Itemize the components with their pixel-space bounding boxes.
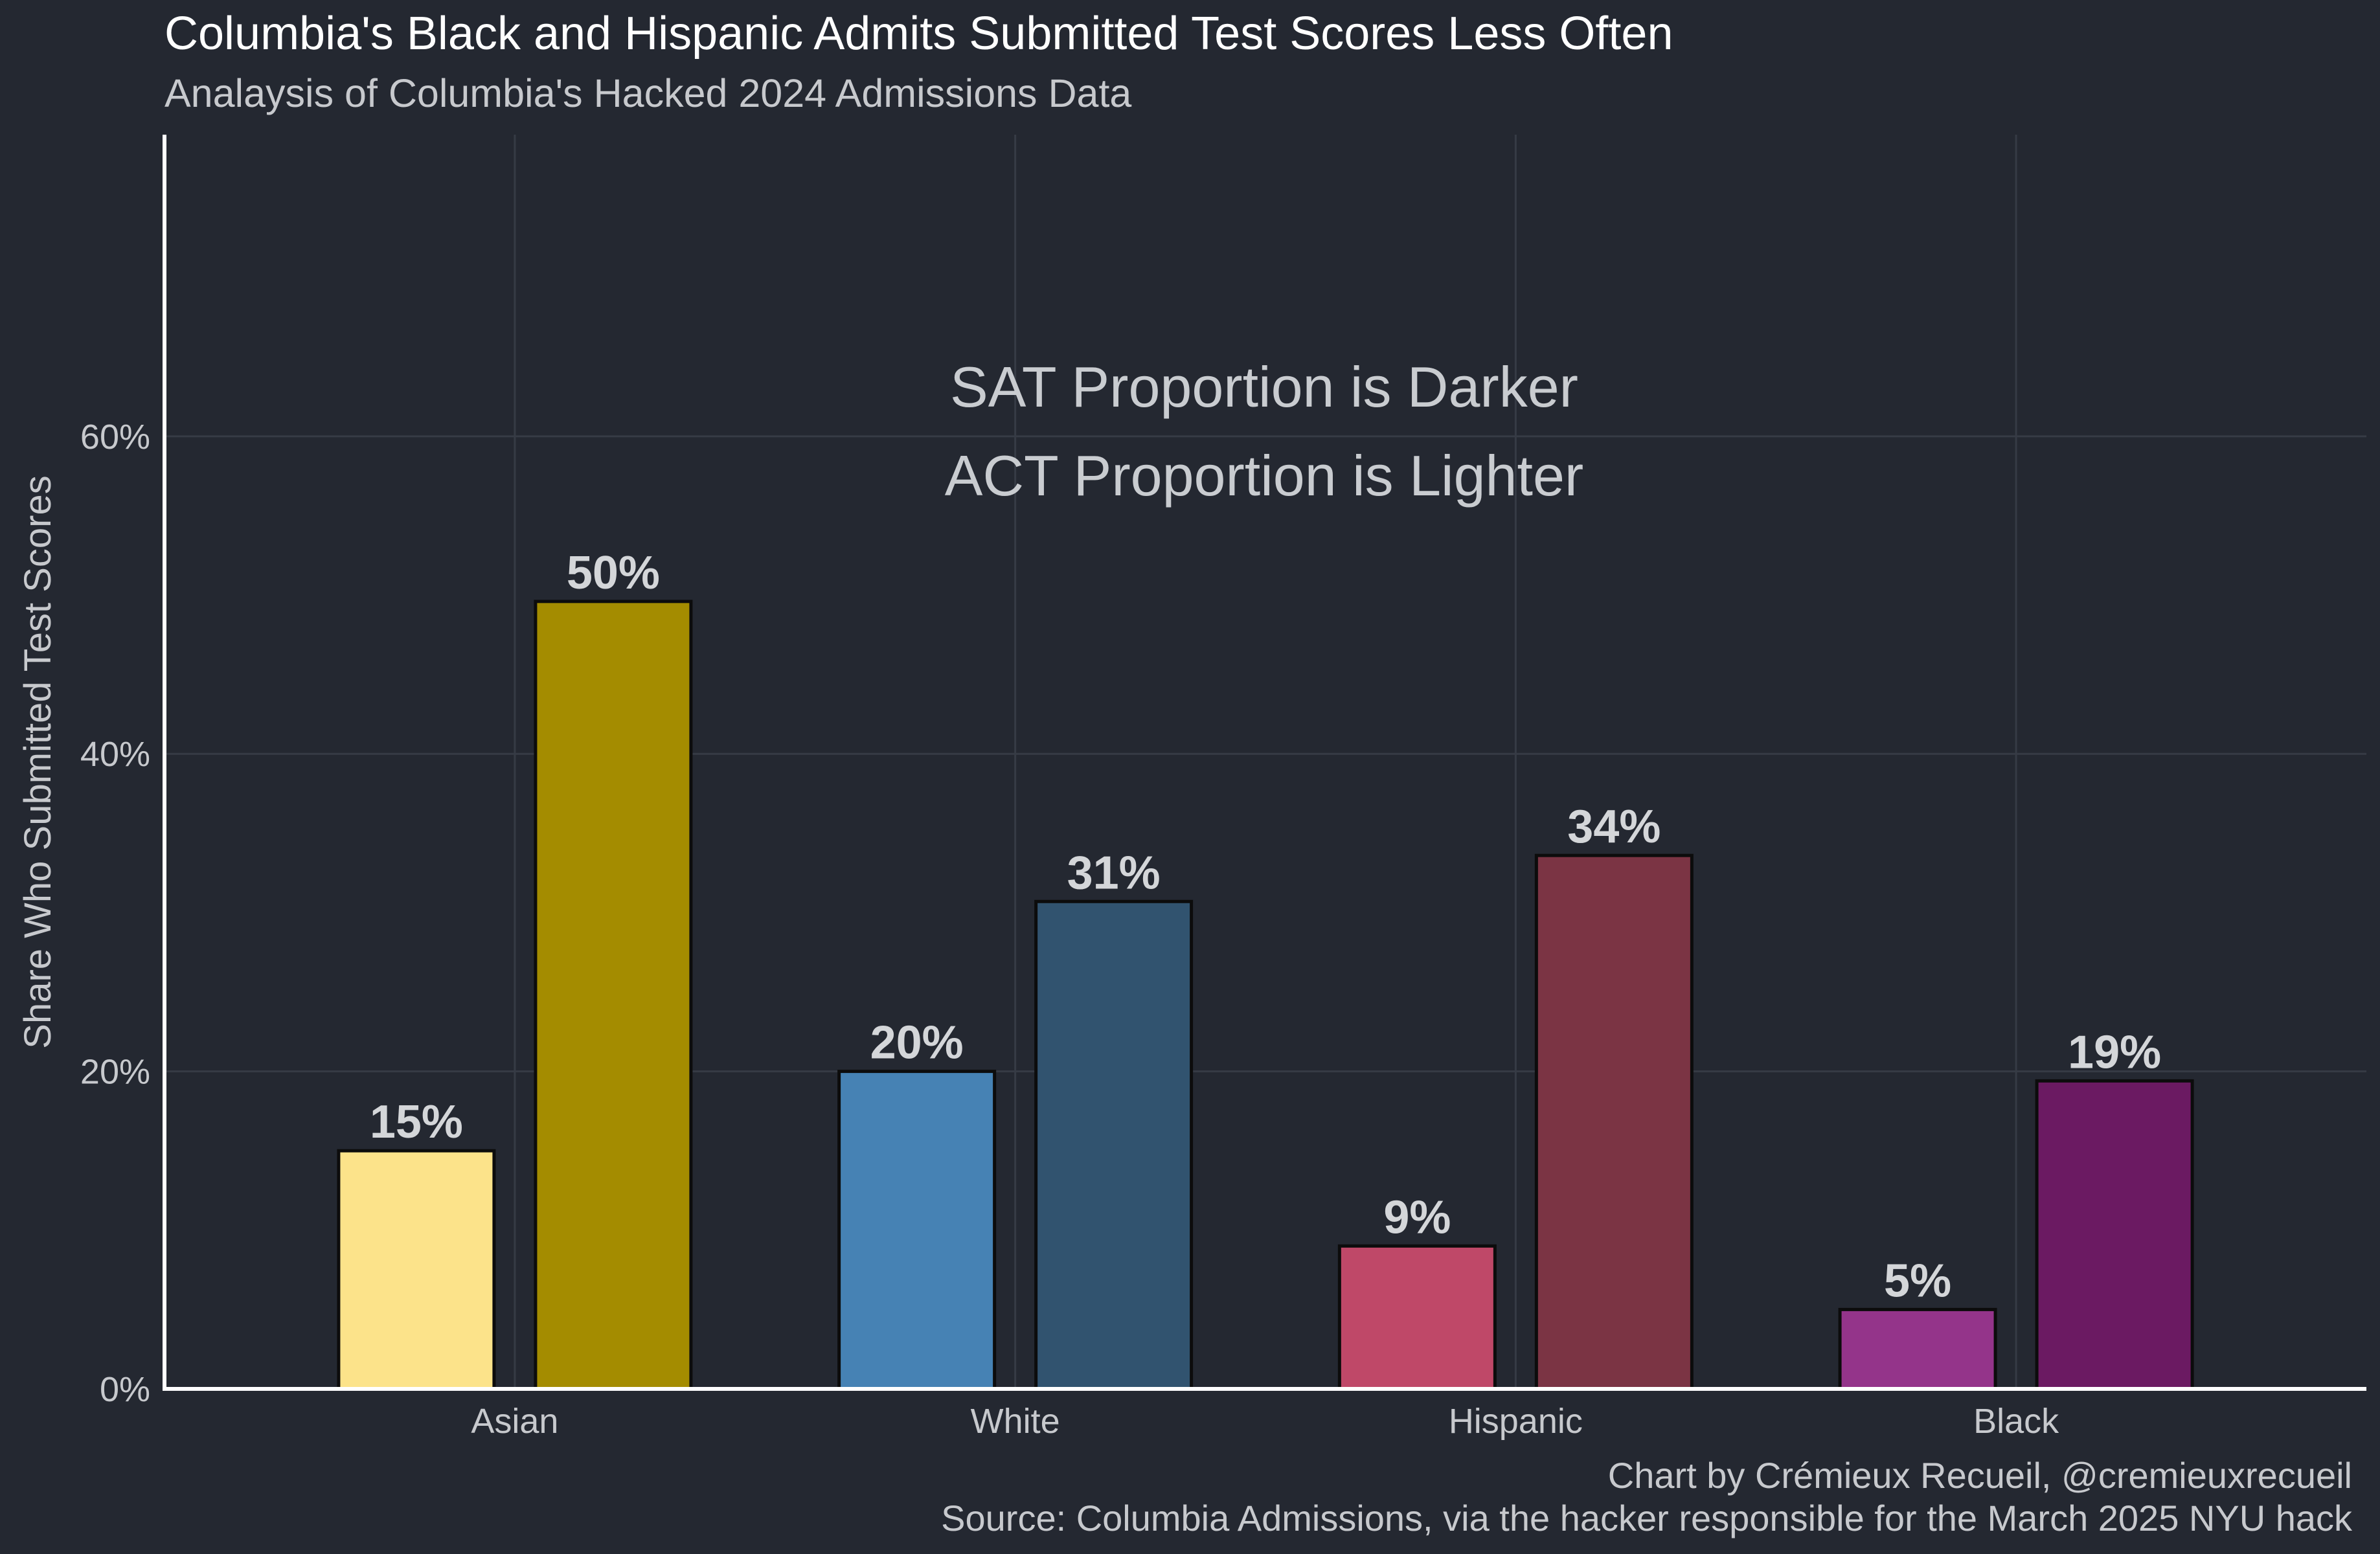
value-label-asian-sat: 50% <box>567 547 660 599</box>
bar-asian-act <box>337 1149 496 1391</box>
bar-asian-sat <box>534 600 693 1391</box>
value-label-black-act: 5% <box>1884 1255 1951 1307</box>
y-tick-label: 0% <box>100 1370 150 1409</box>
chart-subtitle: Analaysis of Columbia's Hacked 2024 Admi… <box>164 71 1131 115</box>
y-tick-labels: 0% 20% 40% 60% <box>80 418 150 1409</box>
bar-white-sat <box>1034 899 1194 1391</box>
value-labels: 15% 50% 20% 31% 9% 34% 5% 19% <box>370 547 2161 1307</box>
caption-credit: Chart by Crémieux Recueil, @cremieuxrecu… <box>1608 1455 2352 1496</box>
bar-white-act <box>837 1070 997 1391</box>
bar-hispanic-act <box>1337 1244 1497 1391</box>
annotation-sat-darker: SAT Proportion is Darker <box>950 355 1578 419</box>
bar-hispanic-sat <box>1534 853 1694 1391</box>
annotation-act-lighter: ACT Proportion is Lighter <box>945 444 1583 508</box>
value-label-black-sat: 19% <box>2068 1026 2161 1078</box>
y-tick-label: 20% <box>80 1053 150 1092</box>
y-tick-label: 40% <box>80 735 150 774</box>
value-label-hispanic-act: 9% <box>1383 1191 1451 1243</box>
bar-black-sat <box>2035 1079 2194 1391</box>
value-label-asian-act: 15% <box>370 1096 463 1148</box>
bars <box>337 600 2194 1391</box>
y-axis-label: Share Who Submitted Test Scores <box>17 475 59 1048</box>
value-label-hispanic-sat: 34% <box>1567 801 1660 853</box>
chart-title: Columbia's Black and Hispanic Admits Sub… <box>164 8 1673 60</box>
caption-source: Source: Columbia Admissions, via the hac… <box>941 1498 2353 1538</box>
x-tick-label-black: Black <box>1973 1402 2059 1441</box>
x-tick-labels: Asian White Hispanic Black <box>471 1402 2059 1441</box>
value-label-white-act: 20% <box>870 1017 964 1069</box>
x-tick-label-asian: Asian <box>471 1402 558 1441</box>
x-tick-label-white: White <box>971 1402 1060 1441</box>
gridlines <box>164 135 2366 1389</box>
bar-black-act <box>1838 1307 1997 1391</box>
y-tick-label: 60% <box>80 418 150 456</box>
value-label-white-sat: 31% <box>1067 847 1161 899</box>
x-tick-label-hispanic: Hispanic <box>1449 1402 1583 1441</box>
